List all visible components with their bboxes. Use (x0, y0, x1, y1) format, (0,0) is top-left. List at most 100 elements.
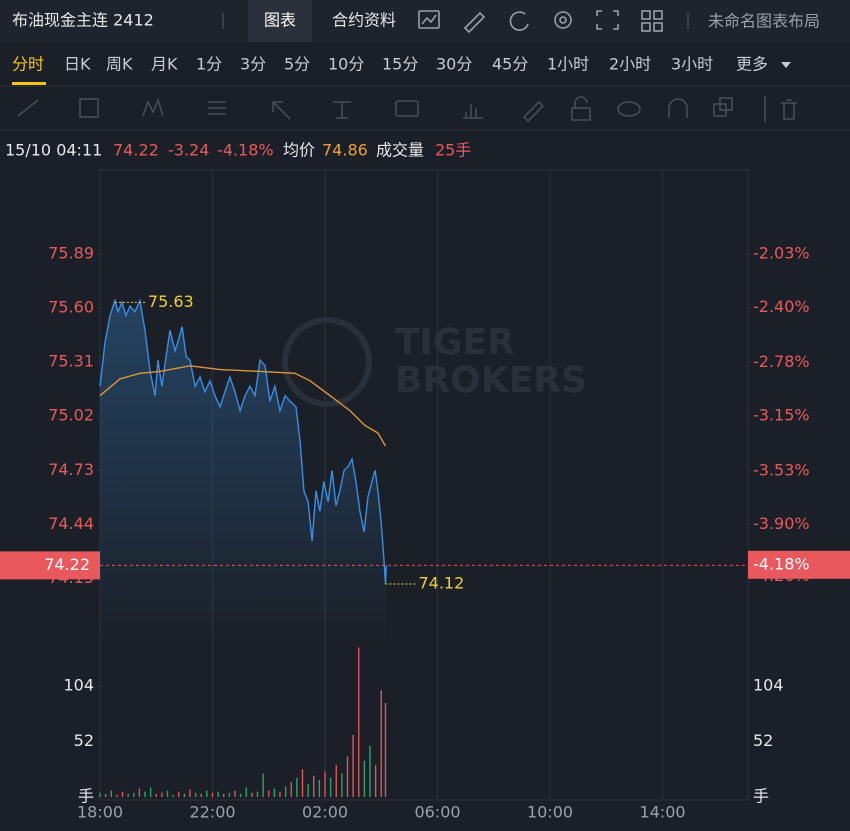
volume-bar (380, 690, 382, 797)
info-avg-label: 均价 (283, 141, 315, 160)
volume-bar (104, 793, 107, 797)
icon-layout[interactable] (641, 10, 651, 20)
last-pct-label: -4.18% (753, 554, 810, 573)
info-price: 74.22 (113, 141, 159, 160)
tool-fib[interactable] (208, 101, 226, 115)
tab[interactable]: 图表 (264, 11, 296, 30)
info-change: -3.24 (168, 141, 209, 160)
volume-bar (110, 790, 112, 797)
volume-bar (363, 760, 366, 797)
icon-settings[interactable] (554, 11, 572, 29)
price-area (100, 300, 387, 640)
volume-bar (116, 794, 118, 797)
icon-fullscreen[interactable] (596, 10, 619, 30)
dropdown-caret[interactable] (781, 62, 791, 68)
tool-text[interactable] (395, 100, 419, 117)
y-tick-label: 75.02 (48, 406, 94, 425)
max-label: 75.63 (148, 292, 194, 311)
interval[interactable]: 日K (64, 55, 91, 74)
interval[interactable]: 15分 (382, 55, 418, 74)
plot: 18:00 22:00 02:00 06:00 10:00 14:00 75.89 75.60… (0, 169, 850, 822)
volume-bar (329, 777, 332, 797)
y2-tick-label: -2.40% (753, 297, 810, 316)
tab[interactable]: 合约资料 (332, 11, 396, 30)
y2-tick-label: -3.90% (753, 514, 810, 533)
info-avg: 74.86 (322, 141, 368, 160)
interval[interactable]: 45分 (492, 55, 528, 74)
y2-tick-label: -2.78% (753, 352, 810, 371)
interval[interactable]: 10分 (328, 55, 364, 74)
volume-bar (296, 777, 298, 797)
volume-bar (121, 791, 124, 797)
layout-name[interactable]: 未命名图表布局 (708, 12, 820, 31)
volume-bar (144, 791, 146, 797)
interval[interactable]: 5分 (284, 55, 310, 74)
volume-bar (183, 793, 186, 797)
interval[interactable]: 3小时 (671, 55, 713, 74)
volume-bar (358, 647, 360, 797)
volume-bar (149, 787, 152, 797)
tool-rect[interactable] (79, 98, 99, 118)
tool-line[interactable] (17, 99, 39, 117)
tool-arrow[interactable] (272, 101, 291, 120)
volume-bar (290, 782, 292, 797)
volume-bar (245, 787, 247, 797)
interval[interactable]: 2小时 (609, 55, 651, 74)
interval[interactable]: 月K (151, 55, 178, 74)
icon-indicator-line (421, 14, 437, 25)
tool-pen[interactable] (522, 100, 545, 123)
volume-bar (239, 793, 242, 797)
tool-eye[interactable] (617, 101, 641, 117)
volume-bar (335, 764, 337, 797)
tool-lock[interactable] (571, 107, 591, 121)
volume-bar (138, 788, 141, 797)
tool-delete[interactable] (781, 99, 797, 120)
interval[interactable]: 周K (106, 55, 133, 74)
icon-layout-c (641, 22, 651, 32)
volume-bar (200, 793, 202, 797)
volume-bar (369, 745, 371, 797)
x-tick-label: 18:00 (77, 803, 123, 822)
x-tick-label: 06:00 (414, 803, 460, 822)
volume-bar (346, 756, 349, 797)
interval-list: 分时 日K 周K 月K 1分 3分 5分 10分 15分 30分 45分 1小时 2小时 3小时 更多 (12, 55, 791, 85)
interval[interactable]: 更多 (736, 55, 768, 74)
tool-copy-b (719, 97, 733, 111)
volume-bar (307, 784, 309, 797)
last-price-badge (0, 551, 100, 580)
volume-tick-label: 手 (78, 787, 94, 806)
volume-bar (172, 794, 174, 797)
volume-bar (189, 789, 191, 797)
volume-bar (194, 792, 197, 797)
volume-bar (384, 703, 387, 797)
average-line (99, 365, 387, 447)
interval[interactable]: 1小时 (547, 55, 589, 74)
volume-bar (211, 792, 214, 797)
interval[interactable]: 30分 (436, 55, 472, 74)
volume-tick-label: 104 (63, 675, 94, 694)
volume-bar (301, 769, 304, 797)
icon-refresh[interactable] (509, 11, 529, 31)
volume-bar (127, 793, 129, 797)
interval[interactable]: 分时 (12, 55, 44, 74)
volume-bar (268, 790, 270, 797)
volume-bar (251, 792, 253, 797)
y-tick-label: 74.73 (48, 460, 94, 479)
icon-draw[interactable] (463, 11, 486, 34)
y2-tick-label: -3.53% (753, 460, 810, 479)
volume-bar (279, 791, 281, 797)
tool-magnet[interactable] (668, 98, 688, 118)
tool-bars[interactable] (463, 104, 483, 119)
tool-measure[interactable] (333, 101, 351, 119)
volume-bar (166, 790, 169, 797)
interval[interactable]: 1分 (196, 55, 222, 74)
info-time: 15/10 04:11 (5, 141, 102, 160)
tool-wave[interactable] (142, 97, 164, 117)
volume-bar (161, 792, 163, 797)
icon-indicator[interactable] (418, 10, 440, 29)
instrument-title: 布油现金主连 2412 (12, 11, 154, 30)
watermark-text: BROKERS (395, 360, 587, 401)
info-volume-label: 成交量 (376, 141, 424, 160)
watermark-text: TIGER (395, 322, 515, 363)
interval[interactable]: 3分 (240, 55, 266, 74)
